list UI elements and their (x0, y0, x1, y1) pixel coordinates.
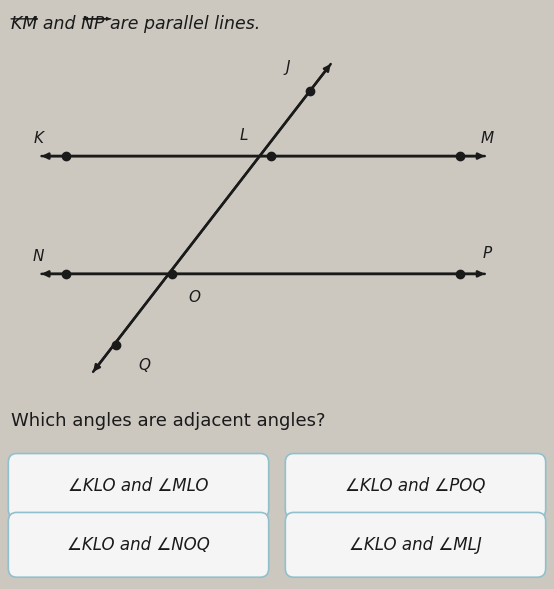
Text: O: O (188, 290, 200, 305)
Text: M: M (481, 131, 494, 146)
FancyBboxPatch shape (285, 454, 546, 518)
Text: Which angles are adjacent angles?: Which angles are adjacent angles? (11, 412, 326, 430)
Text: Q: Q (138, 358, 150, 373)
Text: ∠KLO and ∠MLJ: ∠KLO and ∠MLJ (349, 536, 482, 554)
Text: K: K (34, 131, 44, 146)
Text: P: P (483, 246, 492, 261)
Text: J: J (286, 60, 290, 75)
Text: N: N (33, 249, 44, 264)
Text: L: L (239, 128, 248, 143)
FancyBboxPatch shape (8, 454, 269, 518)
FancyBboxPatch shape (8, 512, 269, 577)
Text: ∠KLO and ∠MLO: ∠KLO and ∠MLO (68, 477, 209, 495)
Text: ∠KLO and ∠POQ: ∠KLO and ∠POQ (345, 477, 486, 495)
Text: ∠KLO and ∠NOQ: ∠KLO and ∠NOQ (67, 536, 210, 554)
FancyBboxPatch shape (285, 512, 546, 577)
Text: KM and NP are parallel lines.: KM and NP are parallel lines. (11, 15, 260, 33)
